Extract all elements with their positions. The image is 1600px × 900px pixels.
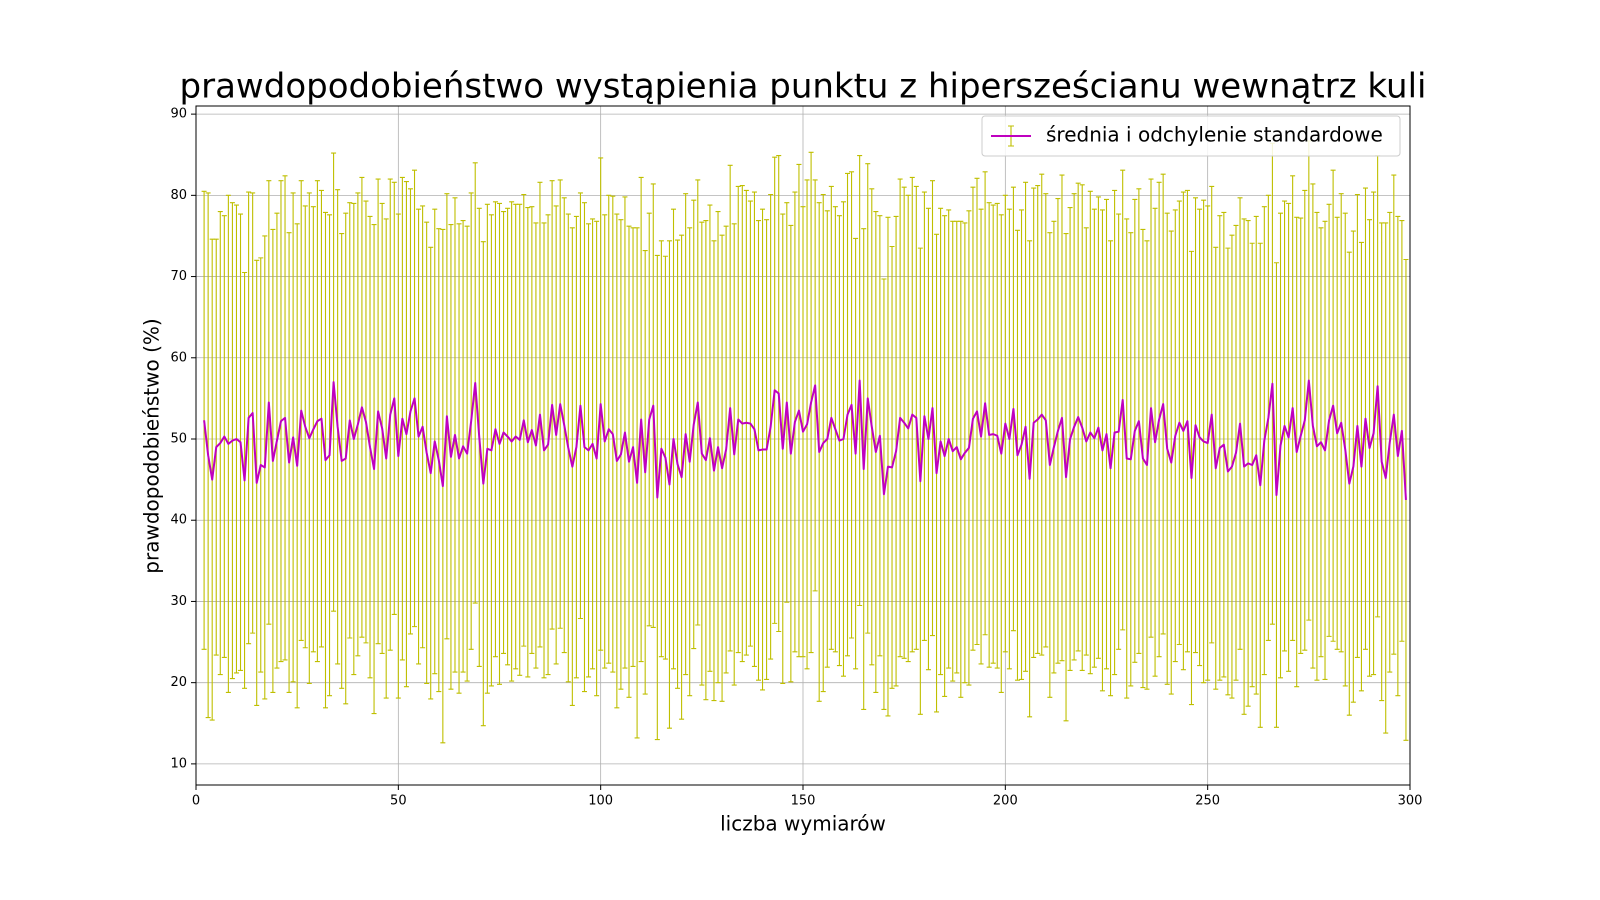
y-tick-label: 10 xyxy=(170,756,187,771)
x-tick-label: 250 xyxy=(1195,794,1220,809)
x-tick-label: 300 xyxy=(1398,794,1423,809)
legend-box xyxy=(981,115,1401,157)
y-tick-label: 40 xyxy=(170,513,187,528)
plot-area: 0 50 100 150 200 250 300 10 20 30 40 50 60 70 80 90 śred… xyxy=(170,105,1423,809)
y-tick-label: 90 xyxy=(170,107,187,122)
y-tick-label: 80 xyxy=(170,188,187,203)
x-tick-label: 200 xyxy=(993,794,1018,809)
legend: średnia i odchylenie standardowe xyxy=(981,115,1401,157)
x-tick-label: 100 xyxy=(588,794,613,809)
y-axis-label: prawdopodobieństwo (%) xyxy=(140,318,164,573)
mean-line xyxy=(203,379,1407,500)
y-tick-label: 30 xyxy=(170,594,187,609)
y-tick-label: 50 xyxy=(170,432,187,447)
x-axis-label: liczba wymiarów xyxy=(720,812,886,836)
y-tick-label: 70 xyxy=(170,269,187,284)
y-tick-label: 20 xyxy=(170,675,187,690)
x-tick-label: 150 xyxy=(791,794,816,809)
chart-title: prawdopodobieństwo wystąpienia punktu z … xyxy=(180,67,1427,107)
error-bar xyxy=(201,190,207,650)
legend-label: średnia i odchylenie standardowe xyxy=(1046,123,1383,147)
axes-frame xyxy=(195,105,1411,786)
x-tick-label: 50 xyxy=(390,794,407,809)
y-tick-label: 60 xyxy=(170,350,187,365)
x-tick-label: 0 xyxy=(192,794,200,809)
